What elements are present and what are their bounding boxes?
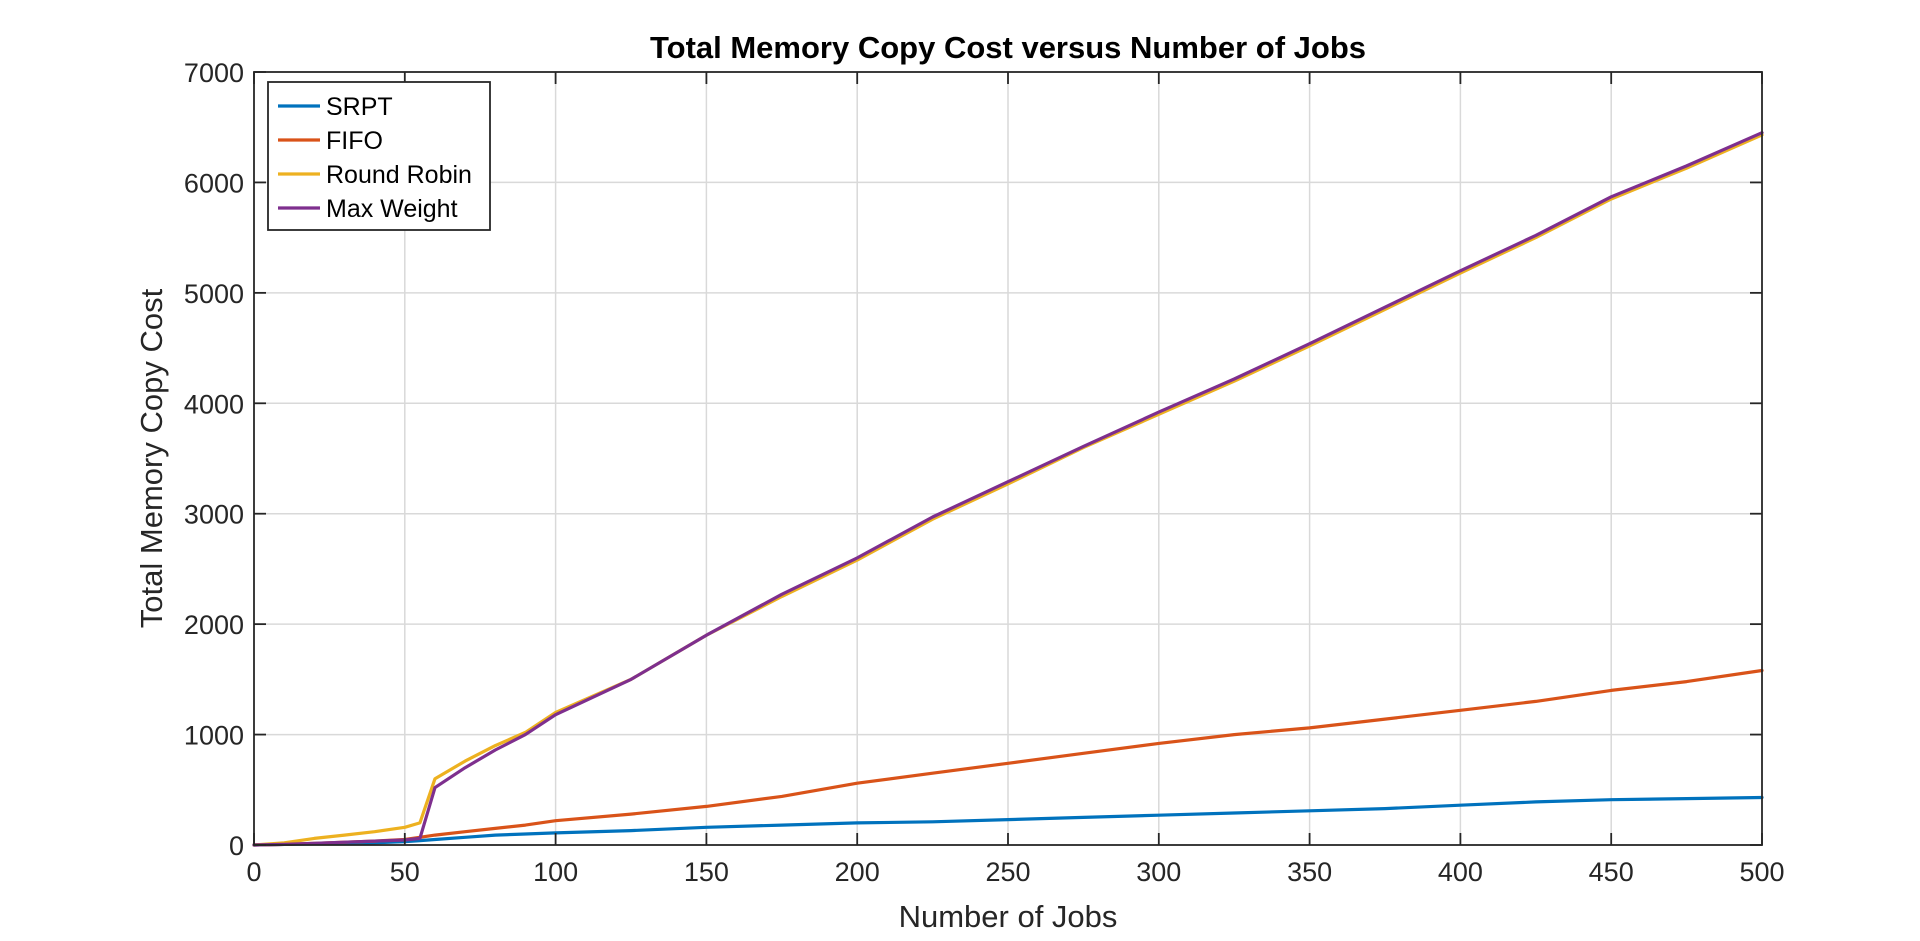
x-tick-label: 300 (1136, 857, 1181, 887)
x-tick-label: 500 (1739, 857, 1784, 887)
axis-ticks: 0 50 100 150 200 250 300 350 400 450 5000100020003… (184, 58, 1785, 887)
legend: SRPT FIFO Round Robin Max Weight (267, 81, 491, 231)
series-line-srpt (252, 795, 1764, 847)
x-axis-label: Number of Jobs (899, 899, 1118, 934)
x-tick-label: 250 (985, 857, 1030, 887)
grid (254, 72, 1762, 845)
series-group (252, 131, 1764, 847)
y-tick-label: 3000 (184, 500, 244, 530)
x-tick-label: 400 (1438, 857, 1483, 887)
y-tick-label: 7000 (184, 58, 244, 88)
y-axis-label: Total Memory Copy Cost (134, 288, 169, 628)
y-tick-label: 4000 (184, 389, 244, 419)
x-tick-label: 100 (533, 857, 578, 887)
y-tick-label: 2000 (184, 610, 244, 640)
y-tick-label: 5000 (184, 279, 244, 309)
x-tick-label: 0 (246, 857, 261, 887)
series-line-max-weight (252, 131, 1764, 847)
legend-label-fifo: FIFO (326, 127, 383, 155)
x-tick-label: 50 (390, 857, 420, 887)
y-tick-label: 1000 (184, 721, 244, 751)
x-tick-label: 200 (835, 857, 880, 887)
legend-label-round-robin: Round Robin (326, 161, 472, 189)
legend-label-srpt: SRPT (326, 93, 393, 121)
chart-title: Total Memory Copy Cost versus Number of … (650, 30, 1366, 65)
x-tick-label: 150 (684, 857, 729, 887)
y-tick-label: 0 (229, 831, 244, 861)
y-tick-label: 6000 (184, 168, 244, 198)
legend-label-max-weight: Max Weight (326, 195, 458, 223)
x-tick-label: 450 (1589, 857, 1634, 887)
x-tick-label: 350 (1287, 857, 1332, 887)
